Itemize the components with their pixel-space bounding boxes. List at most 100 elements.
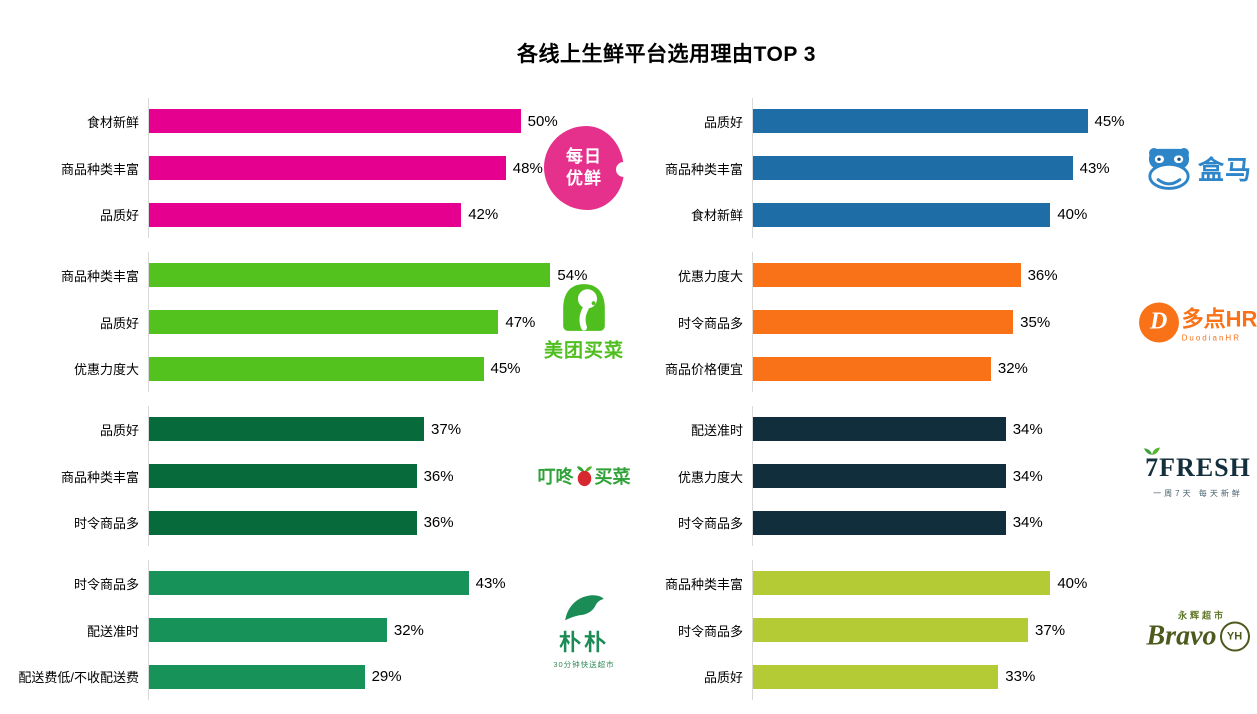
category-label: 时令商品多	[677, 623, 743, 639]
bar	[753, 156, 1073, 181]
category-label: 商品种类丰富	[664, 576, 743, 592]
value-label: 42%	[468, 206, 499, 224]
pupu-logo: 朴朴 30分钟快送超市	[528, 590, 640, 670]
bar-row: 34%	[753, 406, 1199, 453]
bar	[149, 510, 417, 535]
bars-area: 50% 48% 42%	[148, 98, 595, 239]
meituan-maicai-logo: 美团买菜	[528, 282, 640, 363]
bar-row: 36%	[149, 453, 595, 500]
bar-row: 29%	[149, 653, 595, 700]
pupu-bar-chart: 时令商品多 配送准时 配送费低/不收配送费 43% 32% 29%	[0, 560, 640, 701]
category-label: 配送准时	[86, 623, 139, 639]
sevenfresh-bar-chart: 配送准时 优惠力度大 时令商品多 34% 34% 34%	[640, 406, 1257, 547]
panel-yonghui-bravo: 商品种类丰富 时令商品多 品质好 40% 37% 33%	[640, 560, 1257, 701]
bar-row: 33%	[753, 653, 1199, 700]
bar-row: 32%	[753, 345, 1199, 392]
panel-meituan-maicai: 商品种类丰富 品质好 优惠力度大 54% 47% 45%	[0, 252, 640, 393]
bar	[753, 417, 1006, 442]
charts-grid: 食材新鲜 商品种类丰富 品质好 50% 48% 42%	[0, 98, 1257, 701]
pupu-bird-icon	[565, 595, 604, 621]
bars-area: 37% 36% 36%	[148, 406, 595, 547]
bar	[753, 310, 1014, 335]
category-label: 品质好	[99, 315, 139, 331]
value-label: 36%	[423, 514, 454, 532]
bar-row: 43%	[149, 560, 595, 607]
value-label: 37%	[1035, 621, 1066, 639]
value-label: 40%	[1057, 206, 1088, 224]
value-label: 47%	[505, 313, 536, 331]
bar	[149, 156, 506, 181]
value-label: 34%	[1012, 514, 1043, 532]
bar-row: 54%	[149, 252, 595, 299]
bar-row: 40%	[753, 191, 1199, 238]
duodian-d-icon: D	[1138, 302, 1179, 343]
bar	[149, 202, 462, 227]
missfresh-logo-text: 每日	[566, 146, 602, 166]
bar	[753, 202, 1051, 227]
yonghui-bravo-logo: 永辉超市 Bravo YH	[1139, 609, 1257, 652]
value-label: 54%	[557, 266, 588, 284]
missfresh-logo: 每日 优鲜	[528, 126, 640, 211]
category-label: 时令商品多	[677, 315, 743, 331]
panel-pupu: 时令商品多 配送准时 配送费低/不收配送费 43% 32% 29%	[0, 560, 640, 701]
bars-area: 36% 35% 32%	[752, 252, 1199, 393]
bar	[753, 109, 1088, 134]
category-label: 食材新鲜	[690, 208, 743, 224]
bar	[753, 664, 999, 689]
missfresh-logo-blob: 每日 优鲜	[544, 126, 631, 211]
hema-logo: 盒马	[1139, 145, 1257, 191]
category-label: 品质好	[703, 670, 743, 686]
panel-dmall-duodian: 优惠力度大 时令商品多 商品价格便宜 36% 35% 32%	[640, 252, 1257, 393]
panel-7fresh: 配送准时 优惠力度大 时令商品多 34% 34% 34%	[640, 406, 1257, 547]
bar-row: 34%	[753, 499, 1199, 546]
bars-area: 54% 47% 45%	[148, 252, 595, 393]
bravo-logo-text: Bravo	[1146, 620, 1217, 652]
category-label: 时令商品多	[73, 576, 139, 592]
hema-logo-text: 盒马	[1197, 154, 1252, 185]
bar-row: 36%	[753, 252, 1199, 299]
bar-row: 34%	[753, 453, 1199, 500]
category-label: 优惠力度大	[677, 469, 743, 485]
sevenfresh-logo-subtext: 一周7天 每天新鲜	[1153, 489, 1243, 499]
bar-row: 45%	[149, 345, 595, 392]
meituan-kangaroo-icon	[563, 284, 605, 331]
panel-missfresh: 食材新鲜 商品种类丰富 品质好 50% 48% 42%	[0, 98, 640, 239]
category-label: 配送准时	[690, 422, 743, 438]
category-label: 品质好	[703, 114, 743, 130]
value-label: 32%	[997, 360, 1028, 378]
value-label: 50%	[527, 112, 558, 130]
value-label: 45%	[490, 360, 521, 378]
bar	[149, 417, 425, 442]
category-label: 商品种类丰富	[60, 268, 139, 284]
sevenfresh-logo-text: 7FRESH	[1145, 453, 1251, 483]
pupu-logo-subtext: 30分钟快送超市	[553, 660, 615, 670]
hema-hippo-icon	[1148, 148, 1190, 190]
bar	[753, 618, 1029, 643]
meituan-maicai-logo-text: 美团买菜	[543, 340, 624, 362]
category-labels: 品质好 商品种类丰富 食材新鲜	[640, 98, 752, 238]
dingdong-radish-icon	[576, 466, 592, 487]
category-label: 商品种类丰富	[60, 469, 139, 485]
bravo-bar-chart: 商品种类丰富 时令商品多 品质好 40% 37% 33%	[640, 560, 1257, 701]
bar	[753, 571, 1051, 596]
bar-row: 48%	[149, 145, 595, 192]
value-label: 43%	[1079, 159, 1110, 177]
duodian-logo-subtext: DuodianHR	[1181, 333, 1241, 343]
bar	[149, 109, 521, 134]
bar-row: 37%	[149, 406, 595, 453]
duodian-logo: D 多点HR DuodianHR	[1138, 302, 1257, 343]
category-label: 商品种类丰富	[664, 161, 743, 177]
yh-badge-icon: YH	[1219, 621, 1250, 652]
bar-row: 42%	[149, 191, 595, 238]
value-label: 32%	[393, 621, 424, 639]
meituan-bar-chart: 商品种类丰富 品质好 优惠力度大 54% 47% 45%	[0, 252, 640, 393]
bar-row: 43%	[753, 145, 1199, 192]
bar	[149, 618, 387, 643]
value-label: 40%	[1057, 574, 1088, 592]
category-labels: 食材新鲜 商品种类丰富 品质好	[0, 98, 148, 238]
category-label: 品质好	[99, 208, 139, 224]
category-labels: 配送准时 优惠力度大 时令商品多	[640, 406, 752, 546]
value-label: 48%	[512, 159, 543, 177]
value-label: 45%	[1094, 112, 1125, 130]
bar-row: 40%	[753, 560, 1199, 607]
